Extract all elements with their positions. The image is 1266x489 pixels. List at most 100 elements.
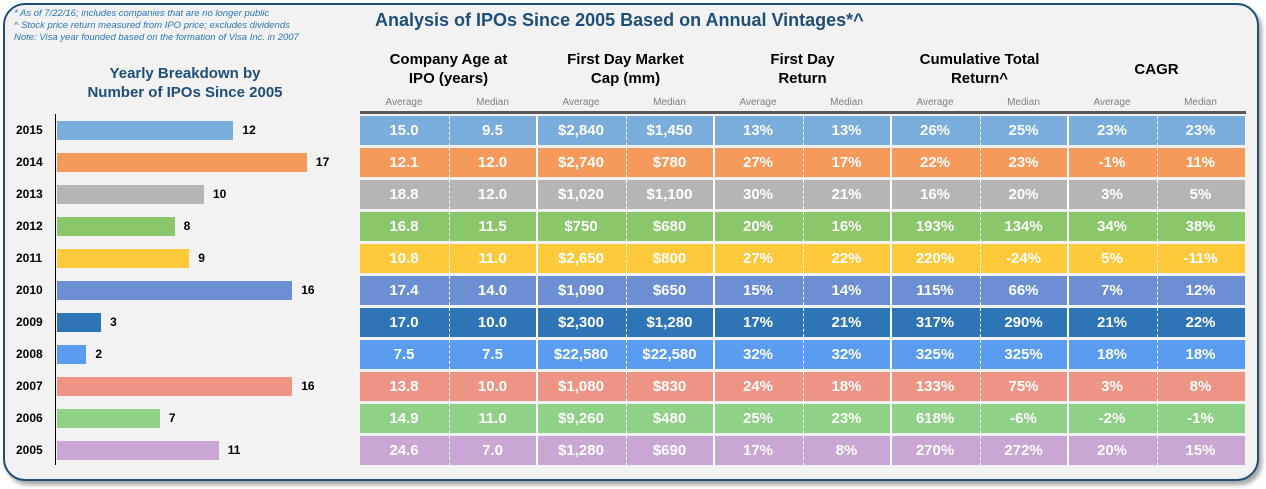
cell-separator	[802, 372, 804, 401]
table-cell: 23%	[831, 410, 862, 427]
cell-separator	[536, 372, 538, 401]
cell-separator	[1156, 276, 1158, 305]
cell-separator	[979, 404, 981, 433]
cell-separator	[536, 308, 538, 337]
table-cell: $1,280	[646, 314, 693, 331]
sub-header: Median	[830, 97, 863, 108]
cell-separator	[1156, 244, 1158, 273]
bar-value-label: 16	[301, 379, 315, 393]
bar-value-label: 16	[301, 283, 315, 297]
cell-separator	[802, 276, 804, 305]
bar	[57, 345, 87, 364]
column-header: First Day Return	[714, 50, 891, 88]
bar-year-label: 2014	[16, 155, 43, 169]
cell-separator	[625, 372, 627, 401]
bar-year-label: 2007	[16, 379, 43, 393]
cell-separator	[1067, 436, 1069, 465]
column-header-line: First Day Market	[567, 51, 684, 68]
table-cell: 8%	[835, 442, 858, 459]
table-cell: 30%	[742, 186, 774, 203]
table-cell: 12%	[1185, 282, 1216, 299]
table-cell: 7.5	[393, 346, 415, 363]
table-row: 15.0 9.5 $2,840 $1,450 13% 13% 26% 25% 23% 23%	[360, 116, 1245, 145]
table-cell: $2,650	[558, 250, 604, 267]
table-cell: 22%	[831, 250, 862, 267]
sub-header: Average	[1093, 97, 1131, 108]
bar	[57, 185, 204, 204]
table-cell: 133%	[915, 378, 955, 395]
table-cell: 27%	[742, 250, 774, 267]
table-cell: 24.6	[389, 442, 419, 459]
column-header-line: CAGR	[1134, 61, 1179, 78]
bar	[57, 121, 234, 140]
column-header-line: Return	[778, 70, 827, 87]
bar	[57, 441, 219, 460]
table-cell: 38%	[1185, 218, 1216, 235]
table-row: 12.1 12.0 $2,740 $780 27% 17% 22% 23% -1% 11%	[360, 148, 1245, 177]
cell-separator	[1067, 276, 1069, 305]
cell-separator	[1156, 308, 1158, 337]
table-cell: 20%	[742, 218, 774, 235]
table-cell: 7.5	[482, 346, 503, 363]
table-cell: $780	[652, 154, 687, 171]
cell-separator	[1156, 212, 1158, 241]
bar-year-label: 2006	[16, 411, 43, 425]
column-header-line: Company Age at	[389, 51, 508, 68]
cell-separator	[713, 180, 715, 209]
cell-separator	[625, 276, 627, 305]
table-cell: 17%	[742, 442, 774, 459]
sub-header: Average	[739, 97, 777, 108]
table-cell: -11%	[1183, 250, 1218, 267]
cell-separator	[713, 404, 715, 433]
table-cell: 16%	[831, 218, 862, 235]
bar	[57, 217, 175, 236]
cell-separator	[713, 372, 715, 401]
sub-header: Average	[916, 97, 954, 108]
cell-separator	[1067, 148, 1069, 177]
table-cell: 18%	[831, 378, 862, 395]
cell-separator	[979, 244, 981, 273]
table-cell: 11.0	[478, 250, 507, 267]
table-cell: 21%	[831, 314, 862, 331]
table-cell: 3%	[1101, 186, 1123, 203]
table-cell: 134%	[1004, 218, 1043, 235]
bar-value-label: 2	[95, 347, 103, 361]
cell-separator	[536, 404, 538, 433]
table-cell: $22,580	[642, 346, 697, 363]
column-header: First Day Market Cap (mm)	[537, 50, 714, 88]
table-cell: 290%	[1004, 314, 1043, 331]
column-header: Cumulative Total Return^	[891, 50, 1068, 88]
table-cell: -6%	[1010, 410, 1037, 427]
cell-separator	[625, 244, 627, 273]
table-cell: 15%	[1185, 442, 1216, 459]
bar-value-label: 3	[110, 315, 117, 329]
table-cell: -24%	[1005, 250, 1042, 267]
table-row: 16.8 11.5 $750 $680 20% 16% 193% 134% 34% 38%	[360, 212, 1245, 241]
table-cell: 32%	[742, 346, 774, 363]
bar-year-label: 2011	[16, 251, 43, 265]
column-header-line: First Day	[770, 51, 835, 68]
cell-separator	[1067, 404, 1069, 433]
bar-value-label: 7	[168, 411, 176, 425]
footnotes: * As of 7/22/16; includes companies that…	[14, 8, 299, 44]
table-cell: 23%	[1008, 154, 1039, 171]
column-header-line: IPO (years)	[408, 70, 489, 87]
table-cell: $9,260	[558, 410, 604, 427]
cell-separator	[802, 116, 804, 145]
sub-header: Median	[653, 97, 686, 108]
cell-separator	[713, 308, 715, 337]
table-cell: 12.0	[477, 186, 508, 203]
table-cell: 5%	[1101, 250, 1123, 267]
table-cell: 23%	[1096, 122, 1128, 139]
cell-separator	[536, 436, 538, 465]
table-row: 24.6 7.0 $1,280 $690 17% 8% 270% 272% 20% 15%	[360, 436, 1245, 465]
bar-value-label: 12	[242, 123, 256, 137]
cell-separator	[536, 244, 538, 273]
table-cell: 27%	[742, 154, 774, 171]
table-cell: 24%	[742, 378, 774, 395]
table-cell: 325%	[915, 346, 955, 363]
cell-separator	[625, 436, 627, 465]
cell-separator	[713, 244, 715, 273]
bar-year-label: 2005	[16, 443, 43, 457]
footnote: * As of 7/22/16; includes companies that…	[14, 8, 270, 19]
